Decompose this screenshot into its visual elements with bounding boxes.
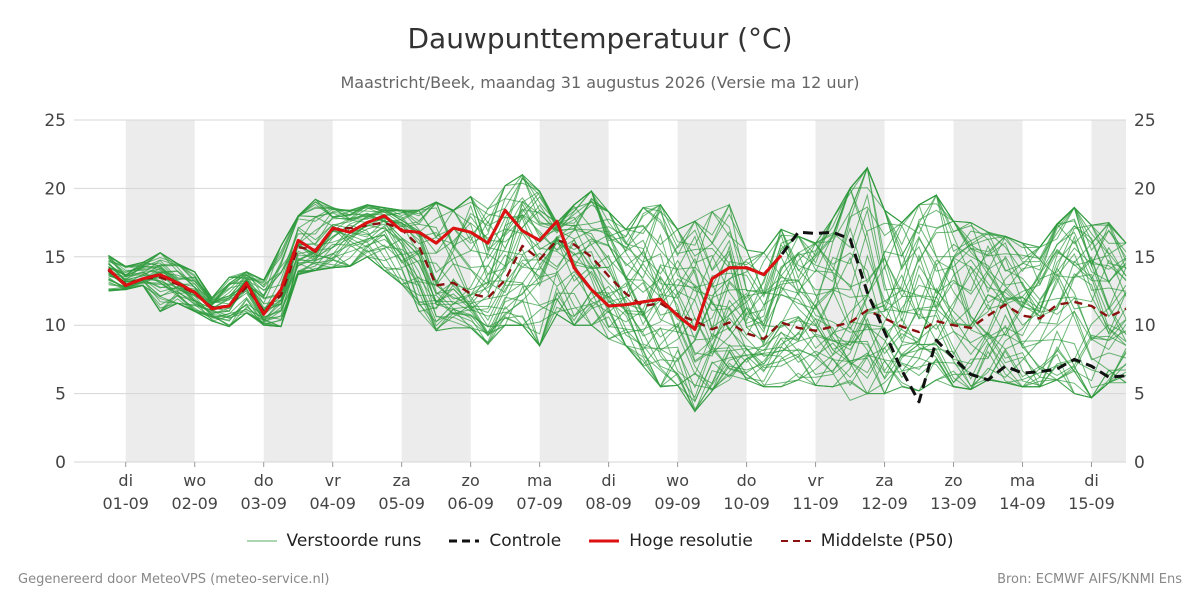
- y-tick-label: 10: [1134, 316, 1156, 336]
- ensemble-member-line: [108, 194, 1127, 388]
- x-tick-day: wo: [183, 471, 206, 490]
- x-tick-day: za: [393, 471, 411, 490]
- x-tick-date: 05-09: [378, 494, 425, 513]
- y-tick-label: 10: [44, 316, 66, 336]
- x-tick-date: 03-09: [240, 494, 287, 513]
- main-series: [107, 208, 1127, 404]
- x-tick-date: 07-09: [516, 494, 563, 513]
- x-tick-day: do: [737, 471, 757, 490]
- legend-swatch-hires: [589, 539, 620, 543]
- shade-band: [263, 120, 333, 462]
- x-tick-date: 08-09: [585, 494, 632, 513]
- x-tick-date: 02-09: [171, 494, 218, 513]
- y-tick-label: 20: [44, 179, 66, 199]
- x-tick-day: di: [1084, 471, 1099, 490]
- chart-title: Dauwpunttemperatuur (°C): [407, 22, 793, 55]
- x-tick-date: 14-09: [999, 494, 1046, 513]
- ensemble-member-line: [108, 166, 1127, 328]
- ensemble-member-line: [108, 166, 1127, 357]
- legend: Verstoorde runs Controle Hoge resolutie …: [0, 531, 1200, 551]
- chart-subtitle: Maastricht/Beek, maandag 31 augustus 202…: [340, 73, 860, 92]
- legend-label: Hoge resolutie: [629, 531, 753, 551]
- legend-item-hoge-resolutie: Hoge resolutie: [589, 531, 753, 551]
- ensemble-member-line: [108, 214, 1127, 388]
- x-tick-day: di: [118, 471, 133, 490]
- y-tick-label: 25: [1134, 111, 1156, 131]
- x-tick-day: za: [875, 471, 893, 490]
- x-tick-date: 15-09: [1068, 494, 1115, 513]
- ensemble-member-line: [108, 220, 1127, 399]
- x-tick-day: vr: [808, 471, 824, 490]
- y-tick-label: 0: [1134, 453, 1145, 473]
- y-tick-label: 0: [55, 453, 66, 473]
- x-tick-day: ma: [1010, 471, 1035, 490]
- y-tick-label: 15: [44, 248, 66, 268]
- x-tick-day: do: [254, 471, 274, 490]
- legend-swatch-ensemble: [246, 540, 277, 542]
- y-tick-label: 25: [44, 111, 66, 131]
- x-axis: di 01-09 wo 02-09 do 03-09 vr 04-09 za 05-09 zo 06-…: [102, 462, 1115, 513]
- shade-band: [1091, 120, 1126, 462]
- x-tick-date: 06-09: [447, 494, 494, 513]
- y-tick-label: 15: [1134, 248, 1156, 268]
- legend-item-middelste: Middelste (P50): [780, 531, 954, 551]
- legend-item-verstoorde-runs: Verstoorde runs: [246, 531, 422, 551]
- x-tick-day: di: [601, 471, 616, 490]
- y-tick-label: 5: [1134, 385, 1145, 405]
- shade-band: [539, 120, 609, 462]
- ensemble-member-line: [108, 218, 1127, 361]
- ensemble-member-line: [108, 207, 1127, 372]
- legend-item-controle: Controle: [449, 531, 561, 551]
- legend-swatch-control: [449, 539, 480, 543]
- ensemble-member-line: [108, 204, 1127, 403]
- x-tick-day: zo: [462, 471, 480, 490]
- shade-band: [677, 120, 747, 462]
- y-axis-left: 0 5 10 15 20 25: [44, 111, 66, 473]
- weekday-shading: [125, 120, 1126, 462]
- x-tick-day: wo: [666, 471, 689, 490]
- series-line-middelste-p50-: [107, 221, 1127, 341]
- x-tick-day: ma: [527, 471, 552, 490]
- ensemble-member-line: [108, 249, 1127, 411]
- x-tick-date: 01-09: [102, 494, 149, 513]
- ensemble-member-line: [108, 166, 1127, 351]
- y-axis-right: 0 5 10 15 20 25: [1134, 111, 1156, 473]
- shade-band: [815, 120, 885, 462]
- series-line-hoge-resolutie: [107, 208, 783, 331]
- x-tick-date: 11-09: [792, 494, 839, 513]
- y-tick-label: 20: [1134, 179, 1156, 199]
- legend-label: Verstoorde runs: [286, 531, 422, 551]
- x-tick-date: 09-09: [654, 494, 701, 513]
- legend-label: Controle: [489, 531, 562, 551]
- ensemble-member-line: [108, 194, 1127, 413]
- legend-label: Middelste (P50): [820, 531, 954, 551]
- x-tick-day: vr: [325, 471, 341, 490]
- ensemble-runs: [108, 166, 1127, 413]
- x-tick-date: 10-09: [723, 494, 770, 513]
- y-tick-label: 5: [55, 385, 66, 405]
- x-tick-date: 12-09: [861, 494, 908, 513]
- ensemble-member-line: [108, 190, 1127, 331]
- x-tick-date: 13-09: [930, 494, 977, 513]
- x-tick-day: zo: [944, 471, 962, 490]
- footer-source: Bron: ECMWF AIFS/KNMI Ens: [997, 572, 1182, 587]
- legend-swatch-median: [780, 540, 811, 542]
- footer-generator: Gegenereerd door MeteoVPS (meteo-service…: [18, 572, 330, 587]
- x-tick-date: 04-09: [309, 494, 356, 513]
